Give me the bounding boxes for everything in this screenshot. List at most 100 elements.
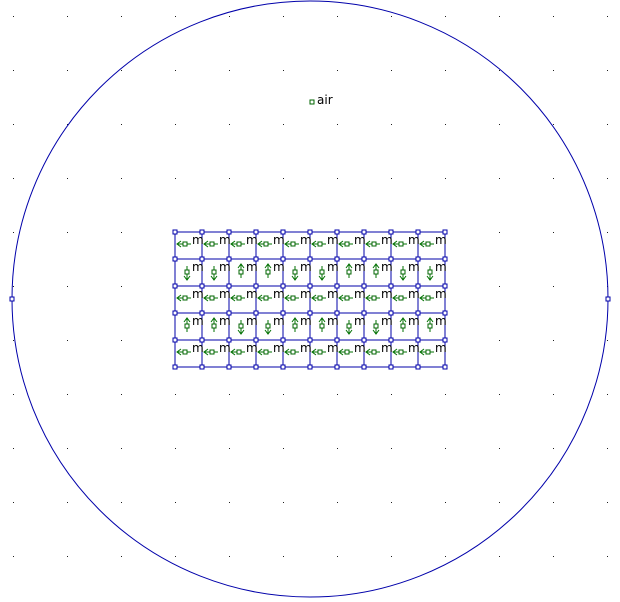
mesh-node[interactable] (199, 229, 205, 235)
mesh-node[interactable] (226, 229, 232, 235)
mesh-node[interactable] (280, 283, 286, 289)
mesh-node[interactable] (334, 337, 340, 343)
mesh-node[interactable] (388, 229, 394, 235)
mesh-node[interactable] (361, 337, 367, 343)
magnet-block-left[interactable]: m (230, 341, 258, 356)
magnet-label-marker[interactable] (236, 241, 242, 247)
magnet-block-up[interactable]: m (210, 314, 231, 332)
mesh-node[interactable] (388, 256, 394, 262)
magnet-block-left[interactable]: m (419, 233, 447, 248)
mesh-node[interactable] (307, 256, 313, 262)
mesh-node[interactable] (172, 256, 178, 262)
magnet-block-down[interactable]: m (426, 260, 447, 281)
magnet-block-left[interactable]: m (311, 287, 339, 302)
mesh-node[interactable] (280, 337, 286, 343)
magnet-label-marker[interactable] (371, 241, 377, 247)
mesh-node[interactable] (199, 364, 205, 370)
mesh-node[interactable] (415, 337, 421, 343)
mesh-node[interactable] (442, 310, 448, 316)
magnet-block-left[interactable]: m (365, 233, 393, 248)
mesh-node[interactable] (226, 283, 232, 289)
mesh-node[interactable] (361, 256, 367, 262)
magnet-label-marker[interactable] (346, 269, 352, 275)
magnet-label-marker[interactable] (427, 323, 433, 329)
magnet-label-marker[interactable] (263, 349, 269, 355)
magnet-block-up[interactable]: m (264, 260, 285, 278)
magnet-label-marker[interactable] (373, 323, 379, 329)
magnet-label-marker[interactable] (209, 349, 215, 355)
magnet-label-marker[interactable] (209, 295, 215, 301)
mesh-node[interactable] (442, 256, 448, 262)
magnet-block-left[interactable]: m (203, 341, 231, 356)
magnet-label-marker[interactable] (238, 323, 244, 329)
magnet-block-left[interactable]: m (176, 233, 204, 248)
magnet-block-up[interactable]: m (345, 260, 366, 278)
mesh-node[interactable] (361, 364, 367, 370)
magnet-label-marker[interactable] (425, 241, 431, 247)
mesh-node[interactable] (442, 229, 448, 235)
mesh-node[interactable] (253, 283, 259, 289)
magnet-block-left[interactable]: m (311, 233, 339, 248)
magnet-block-left[interactable]: m (176, 341, 204, 356)
mesh-node[interactable] (334, 364, 340, 370)
magnet-label-marker[interactable] (344, 349, 350, 355)
magnet-label-marker[interactable] (290, 295, 296, 301)
mesh-node[interactable] (388, 283, 394, 289)
mesh-node[interactable] (307, 364, 313, 370)
air-block-label[interactable]: air (309, 93, 333, 107)
magnet-block-down[interactable]: m (318, 260, 339, 281)
mesh-node[interactable] (226, 310, 232, 316)
mesh-node[interactable] (361, 229, 367, 235)
magnet-block-up[interactable]: m (372, 260, 393, 278)
magnet-label-marker[interactable] (319, 269, 325, 275)
mesh-node[interactable] (280, 364, 286, 370)
magnet-label-marker[interactable] (263, 241, 269, 247)
magnet-block-up[interactable]: m (291, 314, 312, 332)
magnet-block-left[interactable]: m (392, 341, 420, 356)
mesh-node[interactable] (415, 364, 421, 370)
mesh-node[interactable] (334, 229, 340, 235)
mesh-node[interactable] (334, 283, 340, 289)
mesh-node[interactable] (253, 229, 259, 235)
magnet-label-marker[interactable] (398, 295, 404, 301)
magnet-label-marker[interactable] (211, 323, 217, 329)
magnet-block-left[interactable]: m (338, 341, 366, 356)
magnet-block-down[interactable]: m (345, 314, 366, 335)
mesh-node[interactable] (253, 364, 259, 370)
mesh-node[interactable] (172, 229, 178, 235)
magnet-label-marker[interactable] (317, 241, 323, 247)
magnet-block-left[interactable]: m (230, 233, 258, 248)
magnet-label-marker[interactable] (319, 323, 325, 329)
magnet-block-left[interactable]: m (284, 341, 312, 356)
magnet-block-down[interactable]: m (372, 314, 393, 335)
mesh-node[interactable] (388, 364, 394, 370)
mesh-node[interactable] (226, 364, 232, 370)
magnet-label-marker[interactable] (290, 241, 296, 247)
mesh-node[interactable] (199, 283, 205, 289)
magnet-block-left[interactable]: m (338, 233, 366, 248)
magnet-label-marker[interactable] (292, 269, 298, 275)
magnet-label-marker[interactable] (265, 269, 271, 275)
magnet-block-down[interactable]: m (237, 314, 258, 335)
magnet-block-left[interactable]: m (365, 341, 393, 356)
mesh-node[interactable] (307, 337, 313, 343)
mesh-node[interactable] (253, 337, 259, 343)
magnet-label-marker[interactable] (371, 295, 377, 301)
magnet-block-up[interactable]: m (183, 314, 204, 332)
magnet-label-marker[interactable] (238, 269, 244, 275)
mesh-node[interactable] (442, 337, 448, 343)
magnet-block-left[interactable]: m (203, 287, 231, 302)
magnet-block-left[interactable]: m (257, 233, 285, 248)
mesh-node[interactable] (388, 310, 394, 316)
magnet-block-down[interactable]: m (210, 260, 231, 281)
magnet-label-marker[interactable] (263, 295, 269, 301)
mesh-node[interactable] (361, 283, 367, 289)
magnet-block-left[interactable]: m (257, 341, 285, 356)
boundary-node-right[interactable] (605, 296, 611, 302)
magnet-label-marker[interactable] (236, 349, 242, 355)
magnet-label-marker[interactable] (317, 349, 323, 355)
mesh-node[interactable] (388, 337, 394, 343)
magnet-label-marker[interactable] (236, 295, 242, 301)
magnet-label-marker[interactable] (427, 269, 433, 275)
